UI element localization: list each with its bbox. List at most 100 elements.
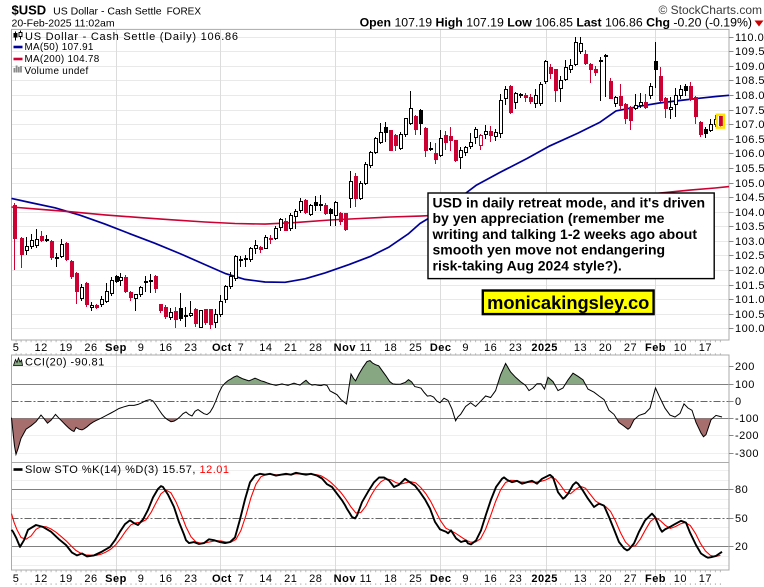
svg-text:-200: -200 [735,430,759,442]
svg-text:18: 18 [384,573,397,585]
svg-text:11: 11 [360,342,372,354]
svg-text:23: 23 [184,573,197,585]
svg-text:20: 20 [735,541,748,553]
svg-text:Feb: Feb [645,573,666,585]
svg-text:2025: 2025 [531,573,557,585]
svg-text:0: 0 [735,396,742,408]
svg-text:Nov: Nov [334,342,357,354]
svg-text:Open 107.19 High 107.19 Low 10: Open 107.19 High 107.19 Low 106.85 Last … [360,16,752,30]
svg-text:107.0: 107.0 [735,119,764,131]
svg-text:18: 18 [384,342,397,354]
svg-text:101.5: 101.5 [735,280,764,292]
svg-text:103.0: 103.0 [735,236,764,248]
svg-text:9: 9 [138,573,145,585]
svg-text:risk-taking Aug 2024 style?).: risk-taking Aug 2024 style?). [433,257,622,273]
svg-text:110.0: 110.0 [735,32,764,44]
svg-text:US Dollar - Cash Settle (Daily: US Dollar - Cash Settle (Daily) 106.86 [25,31,239,43]
svg-text:103.5: 103.5 [735,221,764,233]
svg-text:106.0: 106.0 [735,148,764,160]
svg-text:105.0: 105.0 [735,178,764,190]
svg-text:107.5: 107.5 [735,105,764,117]
svg-text:Sep: Sep [105,573,127,585]
svg-text:7: 7 [238,342,245,354]
svg-text:by yen appreciation (remember: by yen appreciation (remember me [433,210,665,226]
svg-text:27: 27 [624,342,637,354]
svg-text:Oct: Oct [212,342,232,354]
svg-text:14: 14 [259,573,272,585]
svg-text:2025: 2025 [531,342,557,354]
svg-text:13: 13 [574,573,587,585]
svg-text:Dec: Dec [430,573,452,585]
svg-text:19: 19 [59,342,72,354]
svg-text:13: 13 [574,342,587,354]
svg-text:21: 21 [284,342,297,354]
svg-text:© StockCharts.com: © StockCharts.com [658,3,762,17]
svg-text:Dec: Dec [430,342,452,354]
svg-text:27: 27 [624,573,637,585]
svg-text:20: 20 [599,342,612,354]
svg-text:USD in daily retreat mode, and: USD in daily retreat mode, and it's driv… [433,195,706,211]
svg-text:7: 7 [238,573,245,585]
svg-text:smooth yen move not endangerin: smooth yen move not endangering [433,242,666,258]
svg-text:101.0: 101.0 [735,294,764,306]
svg-text:Volume undef: Volume undef [25,66,89,77]
svg-text:Feb: Feb [645,342,666,354]
svg-text:23: 23 [184,342,197,354]
svg-text:50: 50 [735,513,748,525]
svg-text:20: 20 [599,573,612,585]
svg-text:16: 16 [159,342,172,354]
svg-text:-100: -100 [735,413,759,425]
svg-text:17: 17 [699,342,712,354]
svg-text:monicakingsley.co: monicakingsley.co [487,292,649,313]
svg-text:26: 26 [84,573,97,585]
svg-text:108.0: 108.0 [735,90,764,102]
svg-text:5: 5 [13,573,20,585]
svg-text:MA(200) 104.78: MA(200) 104.78 [25,54,100,65]
svg-text:10: 10 [674,573,687,585]
svg-text:12: 12 [34,342,47,354]
svg-text:102.5: 102.5 [735,250,764,262]
svg-text:100: 100 [735,379,755,391]
svg-text:14: 14 [259,342,272,354]
svg-text:20-Feb-2025 11:02am: 20-Feb-2025 11:02am [12,17,115,29]
svg-text:16: 16 [484,342,497,354]
svg-text:19: 19 [59,573,72,585]
svg-text:CCI(20) -90.81: CCI(20) -90.81 [25,356,105,368]
svg-text:200: 200 [735,361,755,373]
svg-text:Oct: Oct [212,573,232,585]
svg-text:28: 28 [309,342,322,354]
svg-text:108.5: 108.5 [735,75,764,87]
svg-text:25: 25 [409,342,422,354]
svg-text:28: 28 [309,573,322,585]
svg-text:80: 80 [735,484,748,496]
svg-text:-300: -300 [735,448,759,460]
svg-text:109.5: 109.5 [735,46,764,58]
svg-text:Nov: Nov [334,573,357,585]
svg-text:21: 21 [284,573,297,585]
svg-text:23: 23 [509,342,522,354]
svg-text:$USD US Dollar - Cash Settle F: $USD US Dollar - Cash Settle FOREX [12,3,202,18]
svg-text:Slow STO %K(14) %D(3) 15.57, 1: Slow STO %K(14) %D(3) 15.57, 12.01 [25,464,230,476]
svg-text:12: 12 [34,573,47,585]
svg-text:109.0: 109.0 [735,61,764,73]
svg-text:16: 16 [484,573,497,585]
svg-text:9: 9 [462,342,469,354]
svg-text:100.0: 100.0 [735,323,764,335]
svg-text:104.5: 104.5 [735,192,764,204]
svg-text:5: 5 [13,342,20,354]
svg-text:16: 16 [159,573,172,585]
svg-text:25: 25 [409,573,422,585]
svg-text:104.0: 104.0 [735,207,764,219]
svg-text:105.5: 105.5 [735,163,764,175]
svg-text:MA(50) 107.91: MA(50) 107.91 [25,42,94,53]
svg-text:writing and talking 1-2 weeks: writing and talking 1-2 weeks ago about [432,226,698,242]
svg-text:26: 26 [84,342,97,354]
svg-text:9: 9 [138,342,145,354]
svg-text:106.5: 106.5 [735,134,764,146]
svg-text:23: 23 [509,573,522,585]
svg-text:17: 17 [699,573,712,585]
svg-text:10: 10 [674,342,687,354]
svg-text:11: 11 [360,573,372,585]
svg-text:102.0: 102.0 [735,265,764,277]
svg-text:9: 9 [462,573,469,585]
